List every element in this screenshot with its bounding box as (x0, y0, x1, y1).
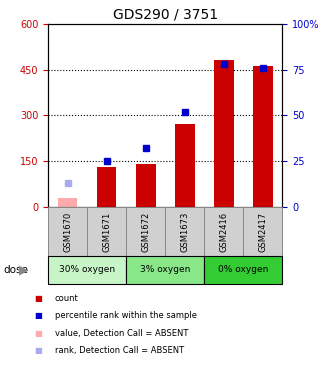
Title: GDS290 / 3751: GDS290 / 3751 (113, 7, 218, 21)
Text: value, Detection Call = ABSENT: value, Detection Call = ABSENT (55, 329, 188, 338)
Text: GSM1670: GSM1670 (63, 212, 72, 251)
Text: 3% oxygen: 3% oxygen (140, 265, 190, 274)
Text: ■: ■ (35, 329, 42, 338)
Text: count: count (55, 294, 78, 303)
Text: 0% oxygen: 0% oxygen (218, 265, 269, 274)
Text: GSM1673: GSM1673 (180, 211, 189, 252)
Bar (136, 164, 156, 207)
Text: GSM2417: GSM2417 (258, 212, 267, 251)
Bar (214, 60, 234, 207)
Bar (97, 167, 117, 207)
Text: 30% oxygen: 30% oxygen (59, 265, 115, 274)
Text: percentile rank within the sample: percentile rank within the sample (55, 311, 196, 320)
Text: ■: ■ (35, 347, 42, 355)
Text: ■: ■ (35, 311, 42, 320)
Text: ■: ■ (35, 294, 42, 303)
Text: dose: dose (3, 265, 28, 275)
Text: rank, Detection Call = ABSENT: rank, Detection Call = ABSENT (55, 347, 184, 355)
Text: GSM1671: GSM1671 (102, 212, 111, 251)
Text: GSM1672: GSM1672 (141, 212, 150, 251)
Bar (175, 124, 195, 207)
Bar (58, 198, 77, 207)
Text: GSM2416: GSM2416 (219, 212, 229, 251)
Text: ▶: ▶ (19, 264, 29, 276)
Bar (253, 67, 273, 207)
